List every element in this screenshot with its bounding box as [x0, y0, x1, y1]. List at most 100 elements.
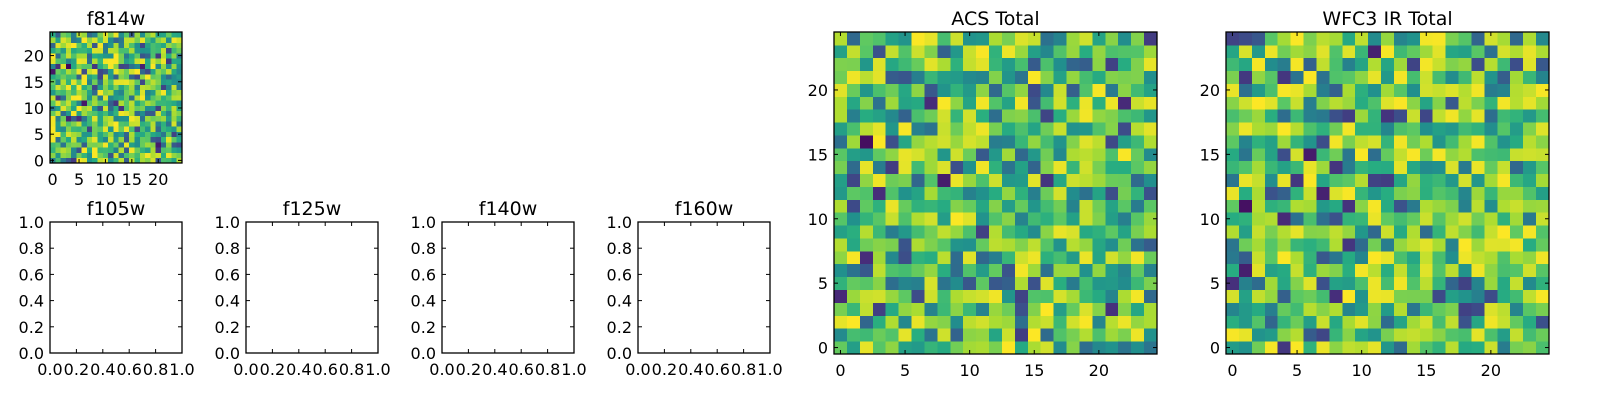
heatmap-cell [1014, 122, 1029, 136]
heatmap-cell [1118, 289, 1132, 303]
heatmap-cell [1381, 186, 1395, 200]
heatmap-cell [86, 105, 93, 111]
heatmap-cell [1329, 212, 1343, 226]
heatmap-cell [1118, 186, 1132, 200]
heatmap-cell [1251, 57, 1266, 72]
heatmap-cell [1342, 276, 1356, 290]
heatmap-cell [86, 47, 93, 54]
heatmap-cell [97, 94, 104, 101]
heatmap-cell [1445, 57, 1459, 72]
heatmap-cell [166, 115, 172, 122]
heatmap-cell [1079, 83, 1093, 97]
heatmap-cell [1393, 83, 1408, 97]
heatmap-cell [1226, 160, 1240, 175]
heatmap-cell [1536, 276, 1550, 290]
heatmap-cell [1471, 212, 1485, 226]
heatmap-cell [1092, 328, 1106, 342]
heatmap-cell [86, 110, 93, 117]
heatmap-cell [1303, 160, 1317, 175]
heatmap-cell [846, 160, 861, 175]
heatmap-cell [134, 152, 141, 159]
heatmap-cell [989, 83, 1003, 97]
heatmap-cell [176, 142, 183, 148]
heatmap-cell [150, 126, 156, 132]
heatmap-cell [55, 126, 61, 132]
heatmap-cell [1303, 135, 1317, 149]
heatmap-cell [950, 44, 964, 59]
heatmap-cell [166, 47, 172, 54]
heatmap-cell [885, 70, 899, 84]
heatmap-cell [139, 32, 146, 38]
heatmap-cell [1226, 212, 1240, 226]
heatmap-cell [118, 152, 125, 159]
heatmap-cell [989, 44, 1003, 59]
heatmap-cell [1144, 96, 1158, 110]
heatmap-cell [176, 126, 183, 132]
heatmap-cell [834, 212, 848, 226]
heatmap-cell [1079, 263, 1093, 278]
heatmap-cell [989, 250, 1003, 265]
heatmap-cell [846, 147, 861, 162]
heatmap-cell [1105, 250, 1119, 265]
heatmap-cell [1523, 83, 1537, 97]
heatmap-cell [846, 44, 861, 59]
heatmap-cell [1406, 212, 1421, 226]
heatmap-cell [1118, 302, 1132, 316]
y-tick-label: 20 [808, 81, 828, 100]
heatmap-cell [834, 199, 848, 213]
heatmap-cell [859, 238, 874, 252]
heatmap-cell [1014, 238, 1029, 252]
heatmap-cell [113, 32, 120, 38]
heatmap-cell [1406, 328, 1421, 342]
heatmap-cell [989, 263, 1003, 278]
heatmap-cell [950, 122, 964, 136]
heatmap-cell [102, 42, 109, 49]
heatmap-cell [1053, 96, 1067, 110]
heatmap-cell [102, 58, 109, 64]
heatmap-cell [1342, 302, 1356, 316]
heatmap-cell [123, 94, 130, 101]
heatmap-cell [1368, 212, 1382, 226]
heatmap-cell [171, 79, 178, 85]
heatmap-cell [50, 58, 56, 64]
y-tick-label: 0.8 [19, 239, 44, 258]
heatmap-cell [1014, 328, 1029, 342]
heatmap-cell [92, 131, 98, 138]
heatmap-cell [134, 126, 141, 132]
heatmap-cell [71, 68, 77, 75]
heatmap-cell [924, 250, 938, 265]
heatmap-cell [92, 147, 98, 153]
heatmap-cell [134, 42, 141, 49]
heatmap-cell [885, 328, 899, 342]
heatmap-cell [1092, 83, 1106, 97]
heatmap-cell [50, 126, 56, 132]
heatmap-cell [1105, 212, 1119, 226]
heatmap-cell [1277, 173, 1291, 187]
heatmap-cells [50, 32, 183, 164]
heatmap-cell [1079, 302, 1093, 316]
heatmap-cell [989, 341, 1003, 355]
panel-f140w: 0.0 0.2 0.4 0.6 0.8 1.00.00.20.40.60.81.0f140… [411, 198, 587, 379]
heatmap-cell [1303, 238, 1317, 252]
heatmap-cell [937, 160, 951, 175]
heatmap-cell [1066, 44, 1080, 59]
heatmap-cell [160, 73, 167, 80]
heatmap-cell [1144, 315, 1158, 329]
heatmap-cell [1238, 225, 1253, 239]
heatmap-cell [872, 57, 887, 72]
y-tick-label: 0.0 [411, 344, 436, 363]
heatmap-cell [1092, 147, 1106, 162]
heatmap-cell [150, 32, 156, 38]
heatmap-cell [1040, 83, 1055, 97]
heatmap-cell [150, 68, 156, 75]
heatmap-cell [50, 73, 56, 80]
heatmap-cell [139, 37, 146, 43]
heatmap-cell [1381, 225, 1395, 239]
heatmap-cell [139, 42, 146, 49]
heatmap-cell [911, 44, 925, 59]
heatmap-cell [129, 37, 135, 43]
heatmap-cell [1445, 44, 1459, 59]
heatmap-cell [1251, 186, 1266, 200]
heatmap-cell [1303, 315, 1317, 329]
